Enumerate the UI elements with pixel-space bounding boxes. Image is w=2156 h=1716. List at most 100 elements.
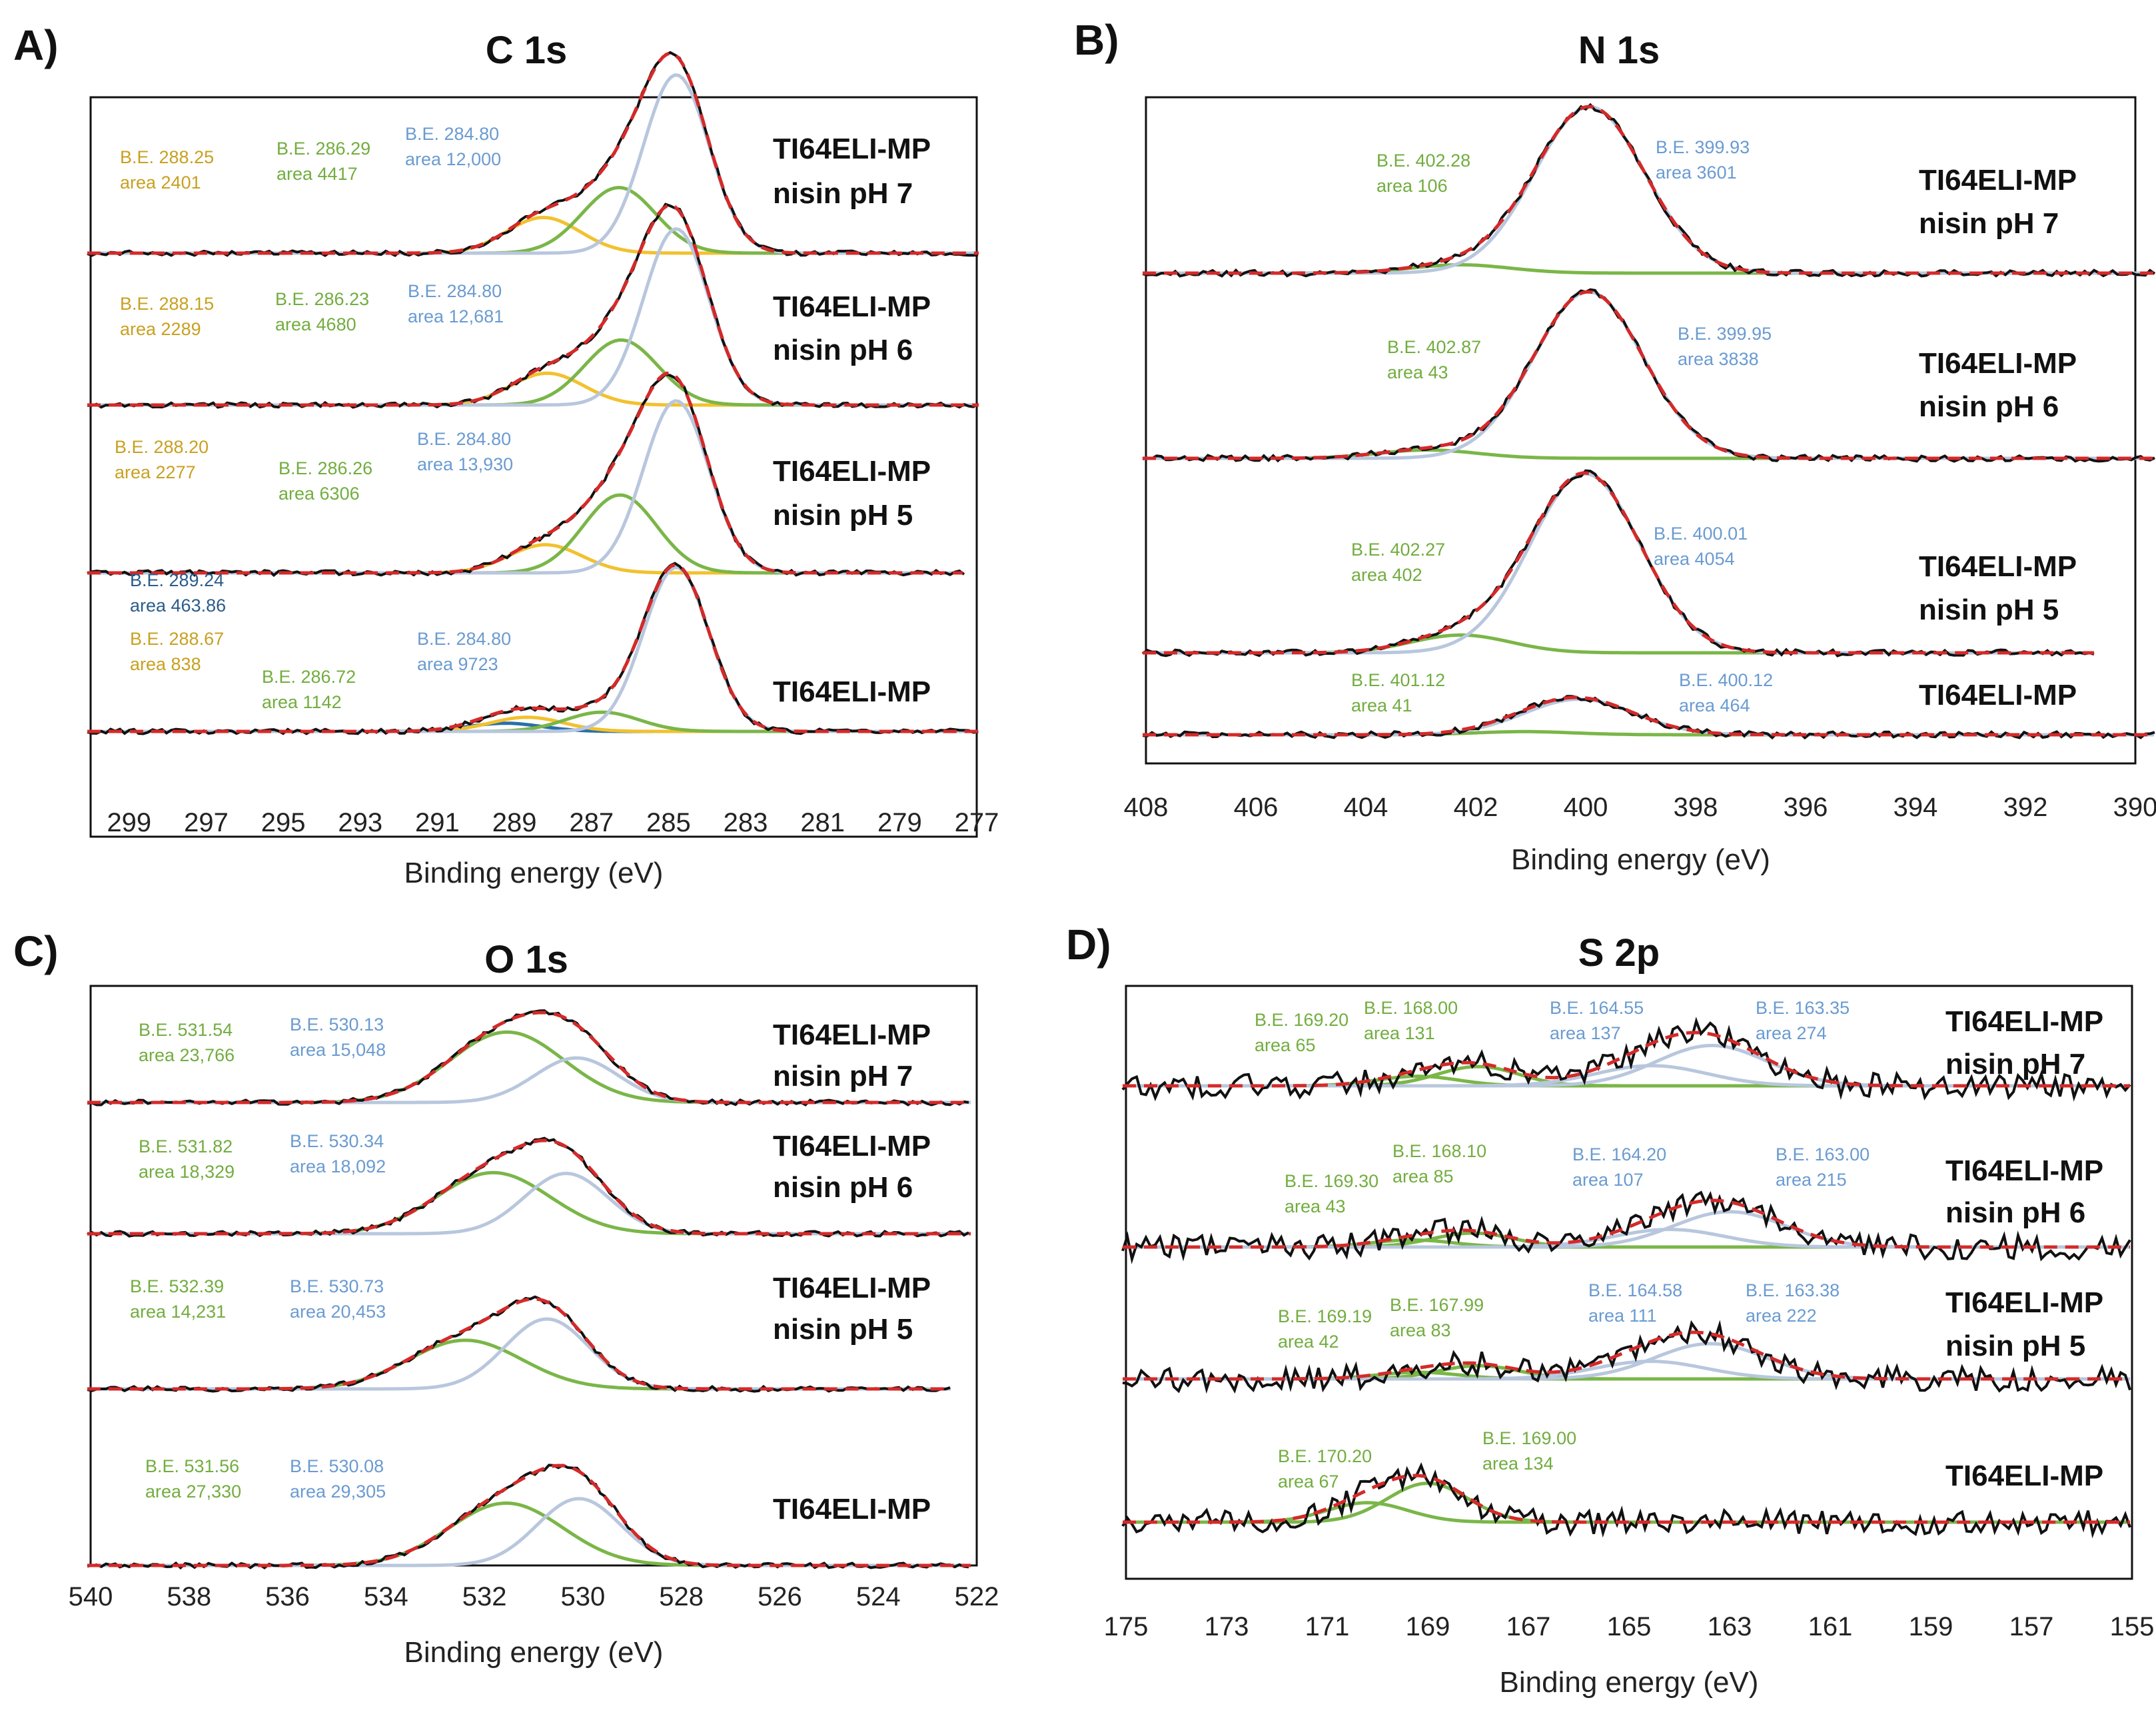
x-tick-label: 161: [1808, 1612, 1853, 1641]
sample-label: TI64ELI-MP: [1919, 164, 2077, 197]
panel-b: B) N 1s 408 406 404 402 400 398 396 394 392 390 Bind…: [1074, 16, 2156, 876]
spectrum-2: TI64ELI-MP nisin pH 6 B.E. 288.15 area 2289…: [87, 203, 979, 409]
peak-annotation: area 18,092: [290, 1156, 386, 1176]
peak-annotation: B.E. 286.23: [275, 289, 369, 309]
sample-label: TI64ELI-MP: [1945, 1286, 2103, 1319]
plot-frame: [89, 96, 978, 838]
peak-annotation: area 27,330: [145, 1482, 241, 1502]
raw-data-line: [1121, 1017, 2131, 1102]
peak-annotation: area 43: [1285, 1196, 1346, 1216]
x-axis-label: Binding energy (eV): [404, 1636, 664, 1669]
envelope-fit-line: [87, 1138, 971, 1236]
sample-label: TI64ELI-MP: [1919, 550, 2077, 583]
peak-annotation: area 6306: [278, 484, 360, 504]
peak-annotation: area 4054: [1654, 549, 1735, 569]
x-tick-label: 175: [1104, 1612, 1149, 1641]
spectrum-3: TI64ELI-MP nisin pH 5 B.E. 402.27 area 402 B…: [1141, 469, 2095, 657]
peak-annotation: area 12,000: [405, 149, 501, 169]
peak-annotation: area 65: [1255, 1035, 1316, 1055]
x-tick-label: 157: [2009, 1612, 2054, 1641]
raw-data-line: [1121, 1190, 2131, 1264]
sample-label: nisin pH 5: [773, 1313, 913, 1346]
peak-annotation: B.E. 167.99: [1390, 1295, 1484, 1315]
x-tick-label: 297: [184, 808, 229, 837]
peak-annotation: area 3601: [1656, 163, 1737, 183]
x-axis-label: Binding energy (eV): [404, 857, 664, 889]
x-axis-label: Binding energy (eV): [1500, 1666, 1759, 1699]
envelope-fit-line: [1143, 290, 2154, 460]
spectrum-4: TI64ELI-MP B.E. 170.20 area 67 B.E. 169.00 a…: [1121, 1428, 2131, 1539]
fit-component: [87, 1338, 951, 1391]
peak-annotation: B.E. 163.35: [1756, 998, 1850, 1018]
peak-annotation: area 43: [1387, 362, 1448, 382]
peak-annotation: B.E. 531.54: [139, 1020, 233, 1040]
sample-label: nisin pH 6: [1945, 1196, 2085, 1229]
peak-annotation: area 131: [1364, 1023, 1435, 1043]
envelope-fit-line: [1143, 471, 2094, 655]
x-tick-label: 402: [1454, 793, 1498, 822]
sample-label: nisin pH 6: [773, 334, 913, 366]
peak-annotation: area 137: [1550, 1023, 1621, 1043]
peak-annotation: B.E. 399.93: [1656, 137, 1750, 157]
sample-label: TI64ELI-MP: [1919, 347, 2077, 380]
sample-label: TI64ELI-MP: [1919, 679, 2077, 711]
peak-annotation: area 402: [1351, 565, 1422, 585]
x-tick-label: 277: [955, 808, 999, 837]
peak-annotation: area 29,305: [290, 1482, 386, 1502]
fit-component: [87, 566, 979, 733]
spectrum-4: TI64ELI-MP B.E. 289.24 area 463.86 B.E. 288…: [87, 562, 979, 735]
sample-label: TI64ELI-MP: [773, 1130, 931, 1162]
peak-annotation: area 18,329: [139, 1162, 235, 1182]
peak-annotation: B.E. 288.15: [120, 294, 214, 314]
x-tick-label: 167: [1506, 1612, 1551, 1641]
peak-annotation: B.E. 288.25: [120, 147, 214, 167]
x-tick-label: 279: [877, 808, 922, 837]
peak-annotation: area 42: [1278, 1332, 1339, 1352]
peak-annotation: B.E. 289.24: [130, 570, 224, 590]
peak-annotation: B.E. 284.80: [417, 429, 511, 449]
sample-label: nisin pH 7: [773, 177, 913, 210]
sample-label: TI64ELI-MP: [1945, 1154, 2103, 1187]
envelope-fit-line: [1123, 1031, 2130, 1088]
spectrum-1: TI64ELI-MP nisin pH 7 B.E. 169.20 area 65 B.…: [1121, 998, 2131, 1102]
sample-label: TI64ELI-MP: [1945, 1460, 2103, 1492]
envelope-fit-line: [87, 1297, 951, 1391]
peak-annotation: area 41: [1351, 695, 1412, 715]
peak-annotation: B.E. 288.67: [130, 629, 224, 649]
x-tick-label: 390: [2113, 793, 2156, 822]
peak-annotation: B.E. 530.13: [290, 1015, 384, 1035]
chart-title: O 1s: [484, 938, 568, 981]
plot-frame: [1145, 96, 2137, 765]
raw-data-line: [87, 372, 965, 578]
plot-frame: [1125, 985, 2133, 1580]
x-tick-label: 530: [561, 1582, 606, 1611]
fit-component: [87, 710, 979, 733]
panel-d: D) S 2p 175 173 171 169 167 165 163 161 159 157 155 B…: [1066, 921, 2154, 1699]
peak-annotation: area 464: [1679, 695, 1750, 715]
peak-annotation: B.E. 163.38: [1746, 1280, 1840, 1300]
peak-annotation: area 222: [1746, 1306, 1817, 1326]
peak-annotation: B.E. 284.80: [405, 124, 499, 144]
spectrum-1: TI64ELI-MP nisin pH 7 B.E. 402.28 area 106 B…: [1142, 103, 2156, 278]
x-tick-label: 295: [261, 808, 306, 837]
x-tick-label: 534: [364, 1582, 408, 1611]
peak-annotation: B.E. 402.28: [1376, 151, 1470, 171]
spectrum-1: TI64ELI-MP nisin pH 7 B.E. 288.25 area 2401…: [87, 51, 979, 257]
envelope-fit-line: [87, 563, 979, 733]
peak-annotation: area 107: [1572, 1170, 1644, 1190]
sample-label: TI64ELI-MP: [773, 675, 931, 708]
panel-letter: A): [13, 21, 59, 69]
sample-label: TI64ELI-MP: [773, 1019, 931, 1051]
peak-annotation: B.E. 169.19: [1278, 1306, 1372, 1326]
peak-annotation: B.E. 163.00: [1776, 1144, 1870, 1164]
peak-annotation: area 85: [1392, 1166, 1454, 1186]
peak-annotation: B.E. 531.82: [139, 1136, 233, 1156]
sample-label: nisin pH 6: [1919, 390, 2059, 423]
x-tick-label: 291: [415, 808, 460, 837]
envelope-fit-line: [1123, 1198, 2130, 1249]
envelope-fit-line: [87, 203, 979, 407]
peak-annotation: area 67: [1278, 1472, 1339, 1492]
peak-annotation: B.E. 286.72: [262, 667, 356, 687]
x-tick-label: 293: [338, 808, 382, 837]
peak-annotation: area 2277: [115, 462, 196, 482]
